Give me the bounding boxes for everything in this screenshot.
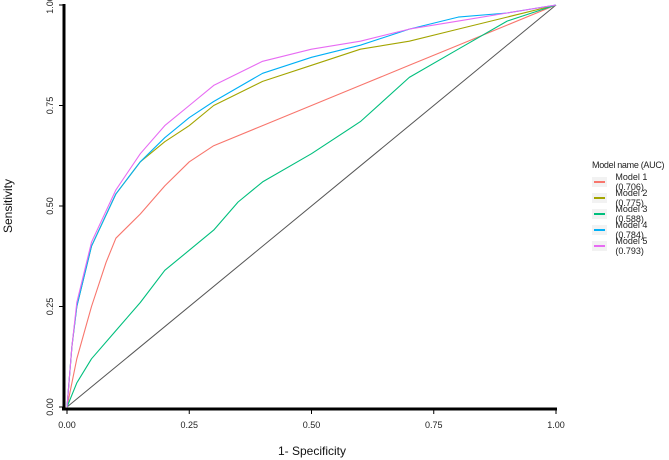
- roc-curve-model-3: [66, 4, 557, 408]
- x-axis-label: 1- Specificity: [278, 444, 346, 458]
- legend-label: Model 4 (0.784): [615, 220, 648, 240]
- legend-item-model-4: Model 4 (0.784): [592, 220, 669, 240]
- roc-curve-model-1: [66, 4, 557, 408]
- legend-swatch: [592, 193, 608, 203]
- x-tick-label: 0.00: [58, 420, 76, 430]
- legend-swatch: [592, 177, 608, 187]
- x-tick-label: 0.50: [303, 420, 321, 430]
- x-tick-label: 0.75: [425, 420, 443, 430]
- plot-lines: [66, 4, 557, 408]
- x-tick-label: 1.00: [547, 420, 565, 430]
- x-ticks: 0.00 0.25 0.50 0.75 1.00: [58, 410, 565, 430]
- legend-item-model-1: Model 1 (0.706): [592, 172, 669, 192]
- legend-swatch: [592, 241, 608, 251]
- y-axis-label: Sensitivity: [1, 179, 15, 233]
- legend-item-model-2: Model 2 (0.775): [592, 188, 669, 208]
- legend: Model name (AUC) Model 1 (0.706) Model 2 …: [592, 160, 669, 256]
- legend-swatch: [592, 225, 608, 235]
- legend-item-model-3: Model 3 (0.588): [592, 204, 669, 224]
- legend-label: Model 2 (0.775): [615, 188, 648, 208]
- legend-label: Model 1 (0.706): [615, 172, 648, 192]
- legend-swatch: [592, 209, 608, 219]
- y-ticks: 0.00 0.25 0.50 0.75 1.00: [45, 0, 63, 416]
- x-tick-label: 0.25: [180, 420, 198, 430]
- y-tick-label: 0.75: [45, 97, 55, 115]
- legend-title: Model name (AUC): [592, 160, 665, 170]
- legend-item-model-5: Model 5 (0.793): [592, 236, 669, 256]
- roc-curve-model-5: [66, 4, 557, 408]
- legend-label: Model 5 (0.793): [615, 236, 648, 256]
- y-tick-label: 0.50: [45, 197, 55, 215]
- y-tick-label: 0.25: [45, 298, 55, 316]
- reference-diagonal: [66, 4, 557, 408]
- roc-curve-model-4: [66, 4, 557, 408]
- y-tick-label: 0.00: [45, 398, 55, 416]
- legend-label: Model 3 (0.588): [615, 204, 648, 224]
- y-tick-label: 1.00: [45, 0, 55, 14]
